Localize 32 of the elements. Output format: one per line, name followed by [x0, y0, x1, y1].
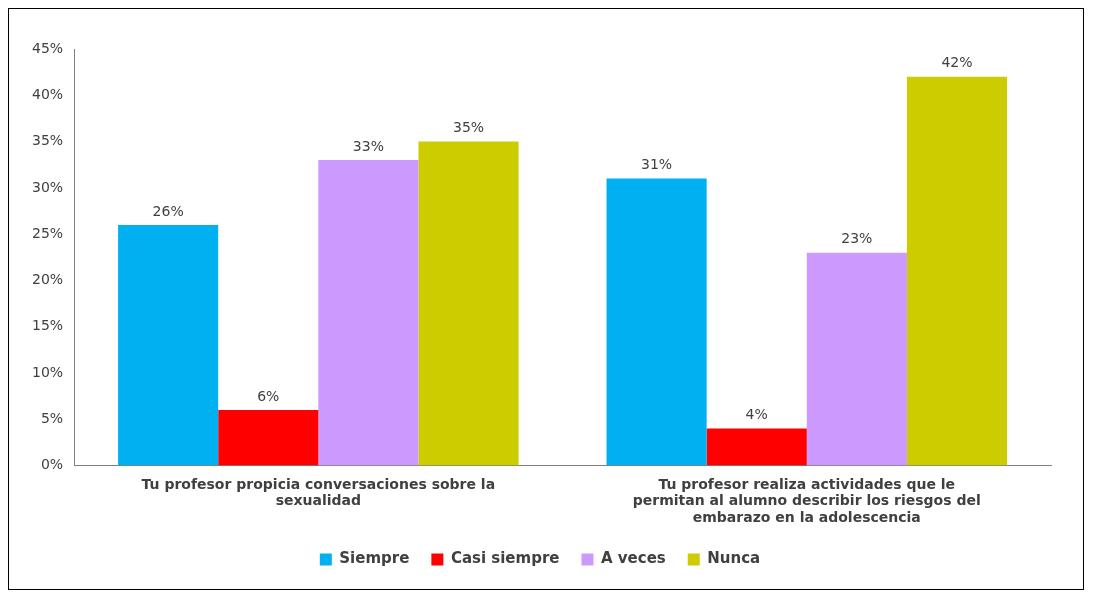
data-label: 4%: [745, 406, 768, 423]
data-label: 26%: [152, 202, 184, 219]
data-label: 42%: [941, 54, 973, 71]
bar: [906, 76, 1008, 466]
legend-label: A veces: [600, 549, 666, 568]
y-tick-label: 30%: [31, 178, 64, 195]
y-tick-label: 35%: [31, 132, 64, 149]
data-label: 33%: [352, 137, 384, 154]
bar: [806, 252, 907, 466]
y-tick-label: 10%: [31, 363, 64, 380]
x-tick-label: Tu profesor realiza actividades que le permitan al alumno describir los riesgos del embarazo en la adolescencia: [632, 475, 981, 526]
bar: [118, 224, 219, 466]
legend-label: Casi siempre: [450, 549, 560, 568]
x-tick-label: Tu profesor propicia conversaciones sobre la sexualidad: [141, 475, 496, 509]
legend-label: Nunca: [707, 549, 761, 568]
data-label: 23%: [841, 230, 873, 247]
legend-label: Siempre: [339, 549, 410, 568]
data-label: 31%: [641, 156, 673, 173]
data-label: 6%: [257, 387, 280, 404]
y-tick-label: 20%: [31, 271, 64, 288]
y-tick-label: 25%: [31, 224, 64, 241]
data-label: 35%: [452, 119, 485, 136]
bar: [418, 141, 519, 466]
bar: [318, 160, 419, 466]
y-tick-label: 0%: [40, 456, 64, 473]
y-tick-label: 5%: [40, 409, 64, 426]
y-tick-label: 40%: [31, 85, 64, 102]
y-tick-label: 45%: [31, 39, 64, 56]
bar: [218, 410, 319, 466]
bar: [606, 178, 707, 466]
y-tick-label: 15%: [31, 317, 64, 334]
bar: [706, 428, 807, 466]
